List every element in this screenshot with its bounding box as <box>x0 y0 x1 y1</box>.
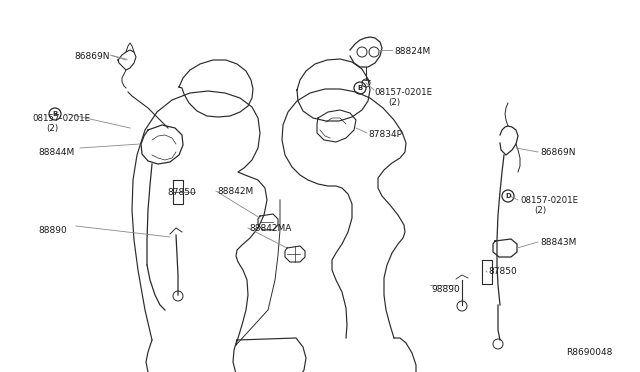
Text: B: B <box>52 111 58 117</box>
Text: 08157-0201E: 08157-0201E <box>32 114 90 123</box>
Text: 87850: 87850 <box>488 267 516 276</box>
Text: (2): (2) <box>46 124 58 133</box>
Text: 87834P: 87834P <box>368 130 402 139</box>
Text: 86869N: 86869N <box>74 52 109 61</box>
Text: 08157-0201E: 08157-0201E <box>520 196 578 205</box>
Text: 88824M: 88824M <box>394 47 430 56</box>
Text: 88890: 88890 <box>38 226 67 235</box>
Text: 88842MA: 88842MA <box>249 224 291 233</box>
Text: 98890: 98890 <box>431 285 460 294</box>
Text: 88842M: 88842M <box>217 187 253 196</box>
Text: 87850: 87850 <box>167 188 196 197</box>
Text: (2): (2) <box>388 98 400 107</box>
Text: R8690048: R8690048 <box>566 348 612 357</box>
Text: 08157-0201E: 08157-0201E <box>374 88 432 97</box>
Text: 88843M: 88843M <box>540 238 577 247</box>
Text: 86869N: 86869N <box>540 148 575 157</box>
Text: 88844M: 88844M <box>38 148 74 157</box>
Text: (2): (2) <box>534 206 546 215</box>
Text: B: B <box>357 85 363 91</box>
Text: D: D <box>505 193 511 199</box>
